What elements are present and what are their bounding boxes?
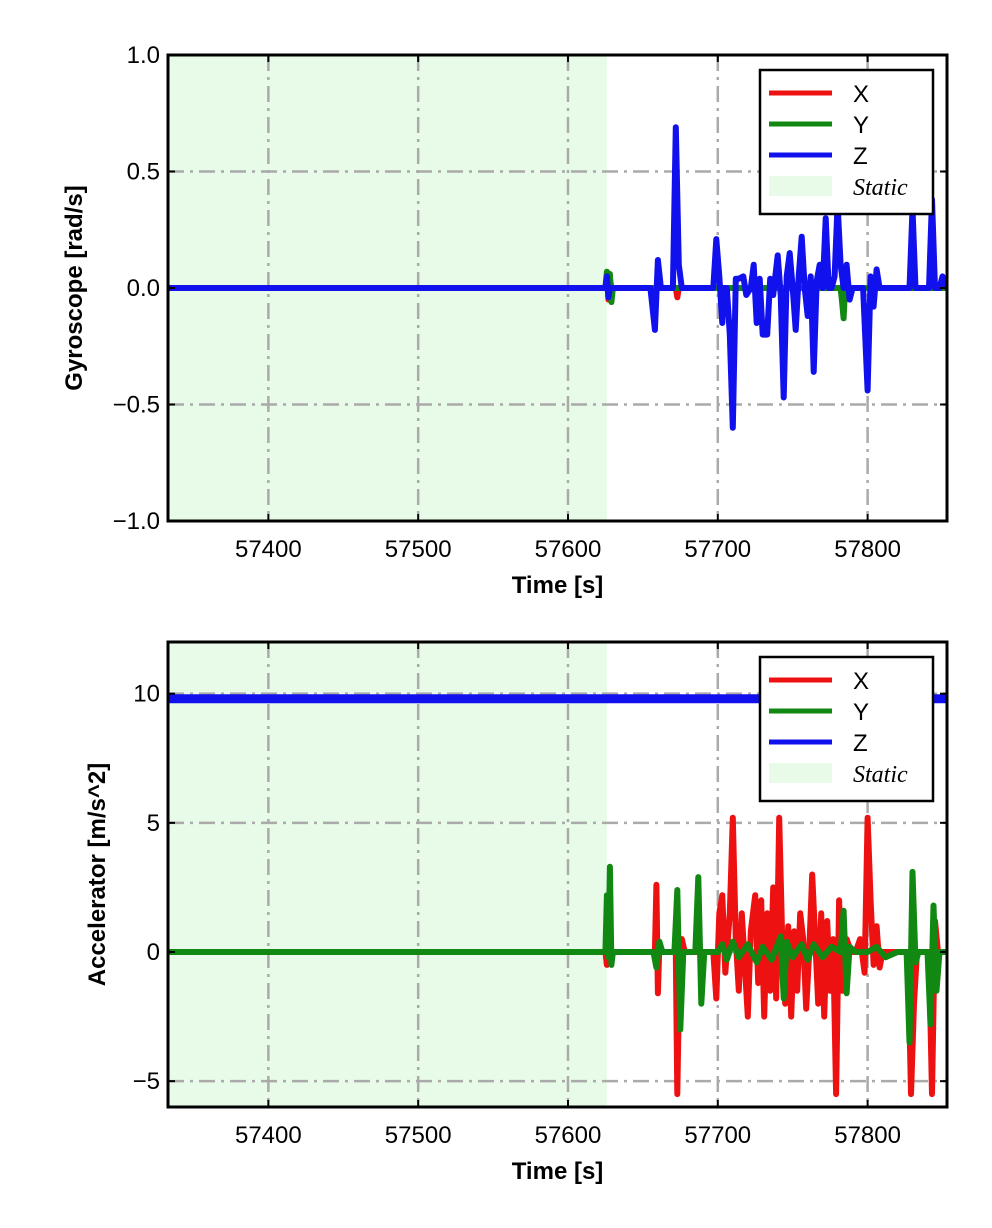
x-tick-label: 57600 [535, 1122, 602, 1149]
x-tick-label: 57700 [684, 1122, 751, 1149]
legend-swatch-static [769, 176, 832, 196]
series-y-line [168, 863, 947, 1046]
legend: XYZ Static [758, 655, 935, 803]
legend-swatch-static [769, 763, 832, 783]
legend-label-z: Z [853, 143, 868, 170]
y-tick-label: 0.5 [127, 159, 160, 186]
chart-panel-2: 57400 57500 57600 57700 57800 −5 0 5 10 Time [s] A… [84, 640, 949, 1185]
x-tick-label: 57400 [235, 1122, 302, 1149]
y-tick-label: −0.5 [113, 392, 160, 419]
legend-label-static: Static [853, 175, 908, 201]
y-tick-label: 0 [147, 939, 160, 966]
legend-label-y: Y [853, 699, 869, 726]
legend-label-x: X [853, 81, 869, 108]
legend-label-y: Y [853, 112, 869, 139]
legend-label-x: X [853, 668, 869, 695]
legend: XYZ Static [758, 68, 935, 216]
y-tick-label: 1.0 [127, 42, 160, 69]
axes-frame [166, 640, 949, 1109]
chart-panel-1: 57400 57500 57600 57700 57800 −1.0 −0.5 0.0 0.5 1… [61, 42, 949, 599]
x-axis-label: Time [s] [512, 572, 604, 599]
y-axis-label: Accelerator [m/s^2] [84, 763, 111, 986]
x-axis-label: Time [s] [512, 1158, 604, 1185]
y-axis-label: Gyroscope [rad/s] [61, 185, 88, 390]
y-tick-label: −1.0 [113, 508, 160, 535]
y-tick-label: 5 [147, 810, 160, 837]
y-tick-label: 0.0 [127, 275, 160, 302]
static-region [168, 642, 607, 1107]
x-tick-label: 57500 [385, 536, 452, 563]
series-z-line [168, 124, 947, 431]
x-tick-label: 57800 [834, 536, 901, 563]
legend-label-static: Static [853, 762, 908, 788]
y-tick-label: 10 [133, 681, 160, 708]
x-tick-label: 57700 [684, 536, 751, 563]
x-tick-label: 57800 [834, 1122, 901, 1149]
legend-label-z: Z [853, 730, 868, 757]
x-tick-label: 57600 [535, 536, 602, 563]
x-tick-label: 57500 [385, 1122, 452, 1149]
y-tick-label: −5 [133, 1068, 160, 1095]
x-tick-label: 57400 [235, 536, 302, 563]
